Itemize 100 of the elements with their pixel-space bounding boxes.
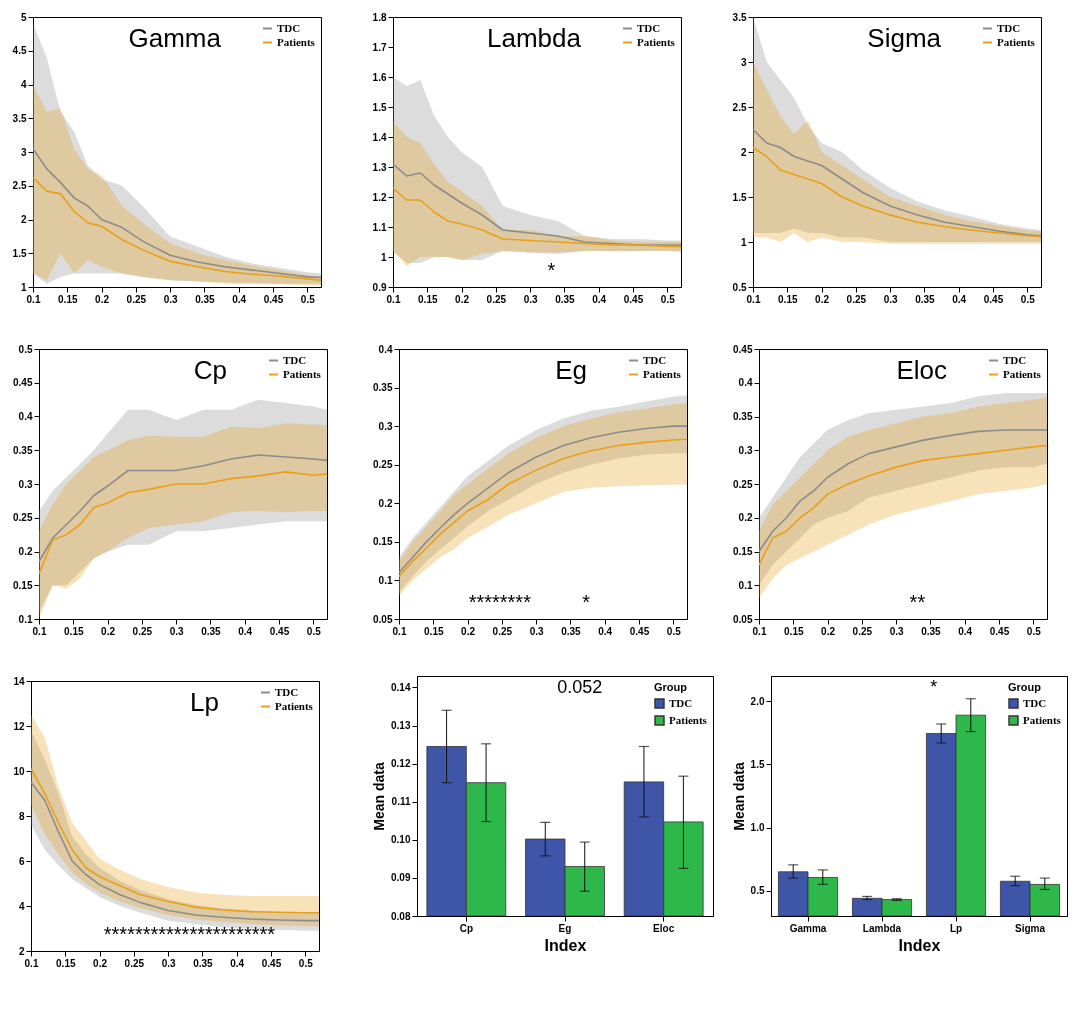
x-tick-label: 0.45 [989, 625, 1010, 637]
y-tick-label: 0.05 [373, 613, 393, 625]
x-tick-label: 0.35 [561, 625, 582, 637]
y-tick-label: 3.5 [732, 11, 747, 23]
y-tick-label: 0.5 [732, 281, 747, 293]
annotation: ** [909, 591, 926, 613]
y-tick-label: 3 [740, 56, 747, 68]
y-tick-label: 0.12 [391, 758, 411, 770]
y-tick-label: 1.0 [750, 822, 765, 834]
line-series [393, 163, 681, 246]
y-tick-label: 0.2 [738, 512, 753, 524]
y-tick-label: 0.4 [378, 343, 393, 355]
y-tick-label: 1 [740, 236, 747, 248]
legend-label: Patients [637, 35, 676, 48]
legend-label: Patients [997, 35, 1036, 48]
x-tick-label: 0.5 [1026, 625, 1042, 637]
y-tick-label: 1.3 [372, 161, 387, 173]
x-tick-label: Eg [558, 922, 572, 934]
annotation: * [582, 591, 591, 613]
y-tick-label: 1.2 [372, 191, 387, 203]
x-tick-label: 0.2 [101, 625, 116, 637]
x-tick-label: 0.3 [163, 293, 179, 305]
y-tick-label: 2.0 [750, 695, 765, 707]
x-tick-label: 0.4 [232, 293, 247, 305]
y-tick-label: 0.4 [738, 377, 753, 389]
x-tick-label: 0.25 [852, 625, 873, 637]
y-tick-label: 0.45 [733, 343, 753, 355]
y-tick-label: 0.4 [18, 411, 33, 422]
chart-title: Eg [555, 355, 587, 385]
x-tick-label: 0.2 [821, 625, 836, 637]
legend-label: TDC [283, 353, 307, 366]
legend-label: TDC [277, 21, 301, 34]
legend-label: TDC [997, 21, 1021, 34]
chart-title: Lambda [487, 23, 582, 53]
x-tick-label: 0.4 [598, 625, 613, 637]
x-tick-label: 0.15 [778, 293, 798, 305]
x-tick-label: 0.2 [95, 293, 110, 305]
y-tick-label: 10 [13, 765, 25, 777]
line-series [33, 176, 321, 282]
x-tick-label: 0.3 [523, 293, 539, 305]
annotation: * [547, 259, 556, 281]
x-tick-label: 0.3 [169, 625, 185, 637]
y-tick-label: 0.5 [750, 885, 765, 897]
y-tick-label: 3.5 [12, 112, 27, 124]
legend-label: Patients [275, 699, 314, 712]
chart-title: Gamma [128, 23, 222, 53]
y-tick-label: 0.15 [13, 579, 33, 591]
x-tick-label: 0.2 [815, 293, 830, 305]
x-tick-label: Lambda [862, 922, 902, 934]
y-tick-label: 2.5 [12, 180, 27, 192]
y-tick-label: 0.3 [18, 478, 33, 490]
x-tick-label: 0.15 [784, 625, 804, 637]
y-tick-label: 0.2 [378, 497, 393, 509]
y-tick-label: 0.3 [378, 420, 393, 432]
y-tick-label: 0.10 [391, 834, 411, 846]
legend-label: Patients [277, 35, 316, 48]
y-tick-label: 1.5 [750, 758, 765, 770]
x-tick-label: 0.45 [623, 293, 644, 305]
x-tick-label: 0.5 [306, 625, 322, 637]
y-axis-title: Mean data [730, 762, 747, 831]
x-tick-label: 0.25 [132, 625, 153, 637]
y-tick-label: 0.35 [373, 382, 393, 394]
x-tick-label: 0.5 [660, 293, 676, 305]
y-tick-label: 1.5 [372, 101, 387, 113]
chart-title: Eloc [896, 355, 947, 385]
annotation: * [930, 677, 938, 697]
chart-title: Cp [193, 355, 227, 385]
legend-label: Patients [643, 367, 682, 380]
y-tick-label: 0.05 [733, 613, 753, 625]
x-tick-label: 0.45 [269, 625, 290, 637]
y-tick-label: 12 [13, 720, 25, 732]
legend-label: TDC [275, 685, 299, 698]
legend-label: Patients [1003, 367, 1042, 380]
y-tick-label: 0.2 [18, 546, 33, 557]
x-tick-label: 0.35 [555, 293, 576, 305]
y-tick-label: 0.5 [18, 343, 33, 355]
line-series [39, 471, 327, 575]
legend-label: Patients [669, 713, 708, 726]
y-axis-title: Mean data [371, 762, 388, 831]
x-tick-label: Cp [459, 922, 474, 934]
y-tick-label: 1.1 [372, 221, 387, 233]
x-tick-label: Lp [949, 922, 963, 934]
x-tick-label: 0.4 [592, 293, 607, 305]
x-tick-label: 0.35 [201, 625, 222, 637]
x-tick-label: Eloc [653, 922, 675, 934]
x-tick-label: 0.15 [418, 293, 438, 305]
x-tick-label: 0.35 [921, 625, 942, 637]
x-tick-label: 0.4 [238, 625, 253, 637]
x-tick-label: 0.5 [666, 625, 682, 637]
y-tick-label: 2 [740, 146, 747, 158]
y-tick-label: 1.7 [372, 41, 387, 53]
y-tick-label: 0.35 [13, 444, 33, 456]
x-tick-label: 0.45 [983, 293, 1004, 305]
y-tick-label: 0.13 [391, 720, 411, 732]
y-tick-label: 8 [18, 810, 25, 822]
x-tick-label: Gamma [789, 922, 827, 934]
legend-label: TDC [1023, 696, 1047, 709]
y-tick-label: 2 [18, 945, 25, 957]
x-tick-label: 0.25 [492, 625, 513, 637]
y-tick-label: 1.6 [372, 71, 387, 83]
